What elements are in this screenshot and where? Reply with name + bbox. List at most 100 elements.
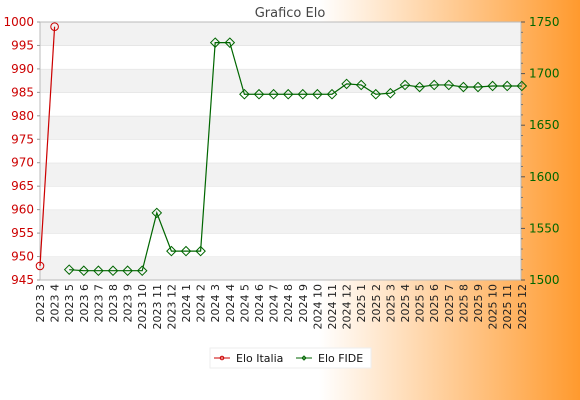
data-point	[487, 80, 498, 92]
chart-title: Grafico Elo	[255, 6, 326, 21]
data-point	[93, 265, 104, 277]
data-point	[297, 88, 309, 100]
data-point	[428, 79, 440, 91]
x-tick-label: 2023 11	[151, 284, 164, 330]
right-tick-label: 1550	[529, 221, 560, 235]
data-point	[385, 87, 396, 99]
plot-band	[40, 92, 521, 116]
legend-swatch-marker	[219, 355, 225, 361]
plot-band	[40, 233, 521, 257]
left-tick-label: 980	[11, 109, 34, 123]
x-tick-label: 2024 7	[268, 284, 281, 323]
x-tick-label: 2024 9	[297, 284, 310, 323]
x-tick-label: 2023 4	[49, 284, 62, 323]
left-tick-label: 985	[11, 85, 34, 99]
x-tick-label: 2024 1	[180, 284, 193, 323]
x-tick-label: 2024 6	[253, 284, 266, 323]
x-tick-label: 2024 12	[341, 284, 354, 330]
x-tick-label: 2024 4	[224, 284, 237, 323]
left-tick-label: 950	[11, 250, 34, 264]
plot-band	[40, 68, 521, 93]
left-tick-label: 955	[11, 226, 34, 240]
data-point	[443, 79, 455, 91]
data-point	[326, 88, 338, 100]
legend-box	[209, 347, 372, 369]
plot-bands	[39, 21, 522, 281]
data-point	[268, 88, 279, 100]
left-tick-label: 995	[11, 38, 34, 52]
data-point	[239, 88, 250, 100]
data-point	[458, 81, 469, 93]
x-tick-label: 2023 10	[136, 284, 149, 330]
series-elo-fide	[63, 37, 528, 277]
data-point	[78, 265, 90, 277]
plot-band	[40, 115, 521, 140]
data-point	[195, 245, 206, 257]
data-point	[209, 37, 221, 48]
right-tick-label: 1500	[529, 273, 560, 287]
x-tick-label: 2025 11	[501, 284, 514, 330]
series-line	[69, 42, 522, 272]
data-point	[399, 79, 411, 91]
series-line	[39, 26, 56, 266]
plot-band	[40, 139, 521, 163]
x-tick-label: 2025 4	[399, 284, 412, 323]
data-point	[370, 88, 382, 100]
x-tick-label: 2025 12	[516, 284, 529, 330]
data-point	[472, 81, 484, 93]
right-tick-label: 1650	[529, 118, 560, 132]
left-tick-label: 965	[11, 179, 34, 193]
x-tick-label: 2025 7	[443, 284, 456, 323]
legend-label: Elo Italia	[236, 352, 283, 365]
left-tick-label: 975	[11, 132, 34, 146]
legend-label: Elo FIDE	[318, 352, 363, 365]
plot-band	[40, 256, 521, 280]
x-tick-label: 2025 5	[414, 284, 427, 323]
x-tick-label: 2024 8	[282, 284, 295, 323]
data-point	[253, 88, 265, 100]
plot-band	[40, 209, 521, 234]
data-point	[136, 265, 148, 277]
data-point	[166, 245, 177, 257]
x-axis: 2023 3 2023 4 2023 5 2023 6 2023 7 2023 8 2023…	[34, 284, 529, 330]
x-tick-label: 2025 2	[370, 284, 383, 323]
y-axis-left: 945 950 955 960 965 970 975 980 985 990 995 1000	[3, 15, 40, 287]
x-tick-label: 2025 10	[487, 284, 500, 330]
x-tick-label: 2024 2	[195, 284, 208, 323]
legend: Elo Italia Elo FIDE	[209, 347, 372, 369]
series-layer	[35, 22, 528, 277]
x-tick-label: 2025 9	[472, 284, 485, 323]
right-tick-label: 1750	[529, 15, 560, 29]
data-point	[63, 264, 75, 275]
data-point	[122, 265, 133, 277]
x-tick-label: 2023 6	[78, 284, 91, 323]
x-tick-label: 2025 3	[384, 284, 397, 323]
plot-frame	[39, 21, 522, 281]
x-tick-label: 2024 5	[238, 284, 251, 323]
data-point	[341, 78, 352, 90]
data-point	[180, 245, 192, 257]
plot-band	[40, 45, 521, 69]
data-point	[312, 88, 323, 100]
data-point	[516, 80, 528, 92]
x-tick-label: 2024 11	[326, 284, 339, 330]
plot-band	[40, 162, 521, 187]
x-tick-label: 2023 12	[165, 284, 178, 330]
data-point	[414, 81, 425, 93]
y-axis-right: 1500 1550 1600 1650 1700 1750	[521, 15, 560, 287]
x-tick-label: 2023 8	[107, 284, 120, 323]
left-tick-label: 1000	[3, 15, 34, 29]
x-tick-label: 2024 10	[311, 284, 324, 330]
x-tick-label: 2023 9	[122, 284, 135, 323]
data-point	[224, 37, 236, 48]
series-elo-italia	[35, 22, 59, 271]
data-point	[35, 261, 45, 271]
x-tick-label: 2024 3	[209, 284, 222, 323]
legend-swatch-marker	[301, 355, 307, 361]
x-tick-label: 2023 5	[63, 284, 76, 323]
plot-band	[40, 22, 521, 46]
left-tick-label: 970	[11, 156, 34, 170]
left-tick-label: 990	[11, 62, 34, 76]
